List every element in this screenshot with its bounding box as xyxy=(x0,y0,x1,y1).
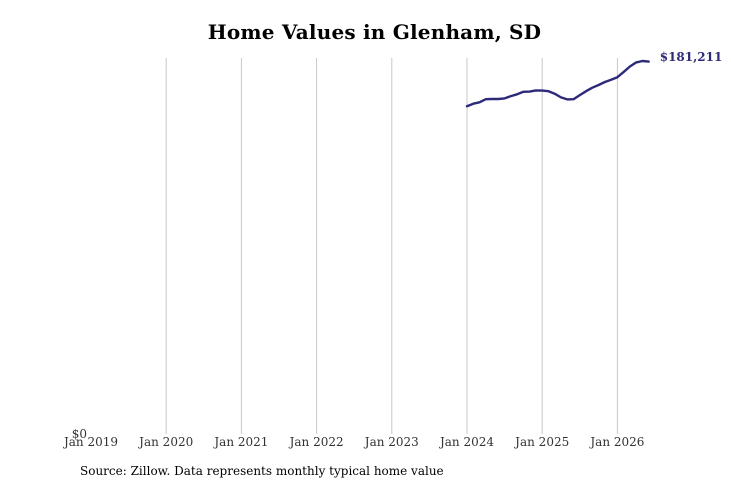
gridlines xyxy=(165,58,618,434)
x-tick-label-6: Jan 2025 xyxy=(513,435,569,449)
y-axis-labels: $0 xyxy=(72,427,87,441)
x-tick-label-7: Jan 2026 xyxy=(588,435,644,449)
end-labels: $181,211 xyxy=(660,50,723,64)
x-tick-label-0: Jan 2019 xyxy=(62,435,118,449)
source-note: Source: Zillow. Data represents monthly … xyxy=(80,464,444,478)
series-line-0 xyxy=(465,59,650,108)
chart-title: Home Values in Glenham, SD xyxy=(207,20,542,44)
series-lines xyxy=(465,59,650,108)
x-tick-label-3: Jan 2022 xyxy=(288,435,344,449)
x-tick-label-5: Jan 2024 xyxy=(438,435,494,449)
x-tick-label-2: Jan 2021 xyxy=(212,435,268,449)
y-tick-label-0: $0 xyxy=(72,427,87,441)
end-value-label: $181,211 xyxy=(660,50,723,64)
x-axis-labels: Jan 2019 Jan 2020 Jan 2021 Jan 2022 Jan 2023… xyxy=(62,435,644,449)
x-tick-label-1: Jan 2020 xyxy=(137,435,193,449)
x-tick-label-4: Jan 2023 xyxy=(363,435,419,449)
